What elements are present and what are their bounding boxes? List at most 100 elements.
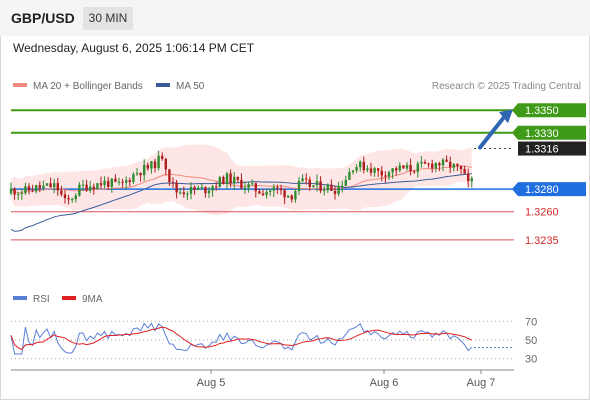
candle [398,162,401,173]
candle [121,178,124,188]
candle-body [215,186,218,188]
candle-body [272,187,275,191]
candle [233,172,236,191]
candle-body [348,172,351,180]
legend-ma50-label: MA 50 [176,81,205,92]
legend-9ma-swatch [62,296,76,301]
candle [89,181,92,193]
candle-body [89,186,92,191]
forecast-arrow-layer [478,109,513,150]
legend-ma20-swatch [13,83,27,88]
candle-body [467,173,470,182]
candle-body [344,179,347,186]
candle-body [420,162,423,164]
candle-body [283,190,286,198]
candle-body [197,187,200,190]
candle-body [153,161,157,169]
candle [391,168,394,179]
forecast-arrow-shaft [478,115,506,150]
candle-body [99,183,103,186]
candle-body [398,165,401,171]
candle-body [233,176,236,184]
credit-text: Research © 2025 Trading Central [431,81,581,92]
candle-body [175,182,178,193]
candle-body [297,181,301,191]
candle-body [402,165,405,169]
candle [171,177,175,188]
candle [323,185,326,196]
candle-body [236,176,239,180]
candle-body [265,191,268,196]
candle [420,155,423,168]
candle [413,170,416,174]
candle [110,178,113,193]
candle-body [35,185,38,192]
candle-body [132,174,135,183]
candle [402,165,405,169]
candle [240,173,243,190]
candle-body [294,190,297,200]
candle [31,184,34,193]
candle-body [225,173,229,184]
candle [276,184,279,194]
candle [359,160,362,172]
candle-body [81,184,85,186]
candle [470,176,473,188]
candle-body [74,195,77,200]
candle [189,182,193,200]
candle [456,163,459,171]
candle-body [269,190,272,192]
candle-body [31,190,34,192]
legend-rsi-swatch [13,296,27,301]
candle [254,182,257,198]
candle [297,177,301,196]
candle [279,184,283,195]
candle [207,187,211,199]
rsi-tick-50: 50 [525,335,537,347]
candle [139,172,142,182]
candle [348,168,351,181]
timeframe-badge[interactable]: 30 MIN [83,7,133,30]
candle-body [114,178,117,182]
candle [387,170,391,180]
candle-body [161,155,164,159]
candle-body [315,181,319,186]
candle-body [312,185,315,187]
candle-body [20,192,23,195]
candle-body [243,187,247,189]
candle-body [373,168,376,173]
candle [20,188,23,200]
rsi-tick-70: 70 [525,316,537,328]
candle [153,158,157,173]
candle [459,165,463,175]
candle [96,182,99,190]
candle [186,191,189,201]
candle [92,183,95,195]
candle [27,183,31,195]
candle-body [470,178,473,182]
candle [341,180,344,193]
candle-body [341,185,344,187]
level-label-1.3260: 1.3260 [525,207,559,219]
candle-body [211,186,214,191]
candle-body [337,186,340,194]
candle-body [164,158,167,170]
candle-body [13,188,16,195]
candle-body [207,190,211,194]
candle-body [103,180,106,186]
level-labels-layer: 1.3350 1.3330 1.3316 1.3280 1.3260 1.3235 [512,103,586,247]
last-price-label: 1.3316 [525,144,559,156]
candle [377,168,380,177]
candle-body [323,190,326,192]
x-tick-label: Aug 5 [197,377,226,389]
candle [9,182,13,196]
legend-9ma-label: 9MA [82,294,103,305]
candle [135,168,139,176]
candle-body [456,163,459,166]
candle-body [171,182,175,184]
candle [45,183,49,187]
level-label-1.3235: 1.3235 [525,235,559,247]
candle [182,186,185,198]
candle [229,169,232,188]
